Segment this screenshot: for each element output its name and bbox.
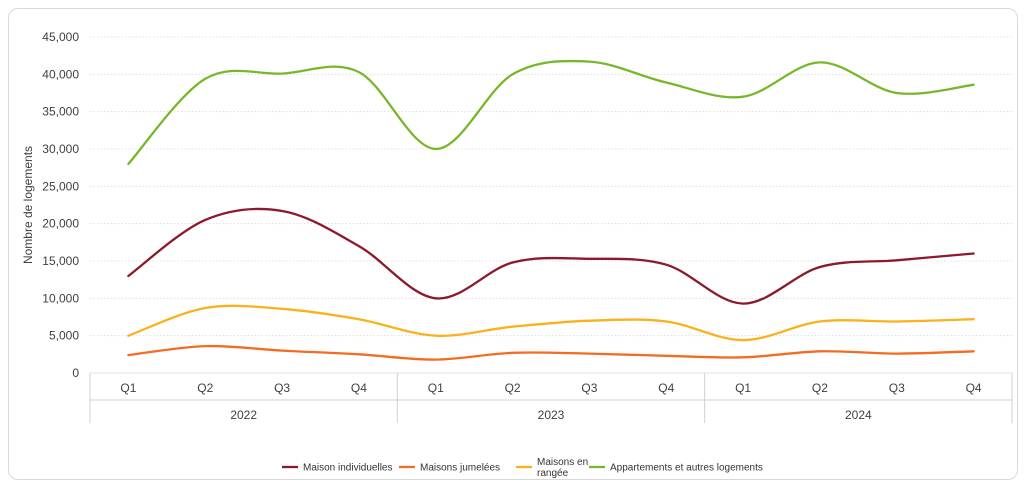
y-tick-label: 40,000 bbox=[42, 67, 79, 81]
series-lines bbox=[127, 59, 975, 361]
legend-label: Maisons en rangée bbox=[537, 457, 588, 479]
x-tick-label: Q2 bbox=[197, 381, 213, 395]
series-line bbox=[127, 304, 975, 342]
x-tick-label: Q3 bbox=[889, 381, 905, 395]
gridlines bbox=[90, 36, 1012, 374]
y-tick-label: 45,000 bbox=[42, 30, 79, 44]
chart-card bbox=[8, 8, 1018, 480]
x-tick-label: Q1 bbox=[428, 381, 444, 395]
y-tick-label: 15,000 bbox=[42, 254, 79, 268]
y-tick-label: 35,000 bbox=[42, 105, 79, 119]
y-tick-label: 25,000 bbox=[42, 179, 79, 193]
x-tick-label: Q3 bbox=[274, 381, 290, 395]
x-tick-label: Q2 bbox=[812, 381, 828, 395]
y-tick-label: 20,000 bbox=[42, 217, 79, 231]
x-group-label: 2023 bbox=[538, 408, 565, 422]
series-line bbox=[127, 59, 975, 166]
y-axis-label: Nombre de logements bbox=[21, 146, 35, 264]
x-tick-label: Q4 bbox=[966, 381, 982, 395]
series-line bbox=[127, 344, 975, 361]
y-tick-label: 5,000 bbox=[49, 329, 79, 343]
x-tick-label: Q3 bbox=[581, 381, 597, 395]
y-tick-label: 10,000 bbox=[42, 291, 79, 305]
y-axis-ticks: 0 5,000 10,000 15,000 20,000 25,000 30,000 35,0… bbox=[42, 30, 79, 380]
y-tick-label: 0 bbox=[72, 366, 79, 380]
x-tick-label: Q4 bbox=[658, 381, 674, 395]
x-tick-label: Q4 bbox=[351, 381, 367, 395]
x-axis: Q1 Q2 Q3 Q4 Q1 Q2 Q3 Q4 Q1 Q2 Q3 Q4 2022 2023 2024 bbox=[89, 373, 1013, 423]
x-tick-label: Q1 bbox=[735, 381, 751, 395]
x-tick-label: Q1 bbox=[120, 381, 136, 395]
x-tick-label: Q2 bbox=[505, 381, 521, 395]
y-tick-label: 30,000 bbox=[42, 142, 79, 156]
x-group-label: 2022 bbox=[230, 408, 257, 422]
series-line bbox=[127, 207, 975, 305]
legend-label: Maison individuelles bbox=[303, 463, 393, 474]
legend: Maison individuelles Maisons jumelées Mais… bbox=[282, 457, 763, 479]
legend-label: Appartements et autres logements bbox=[610, 463, 763, 474]
legend-label: Maisons jumelées bbox=[420, 463, 500, 474]
x-group-label: 2024 bbox=[845, 408, 872, 422]
